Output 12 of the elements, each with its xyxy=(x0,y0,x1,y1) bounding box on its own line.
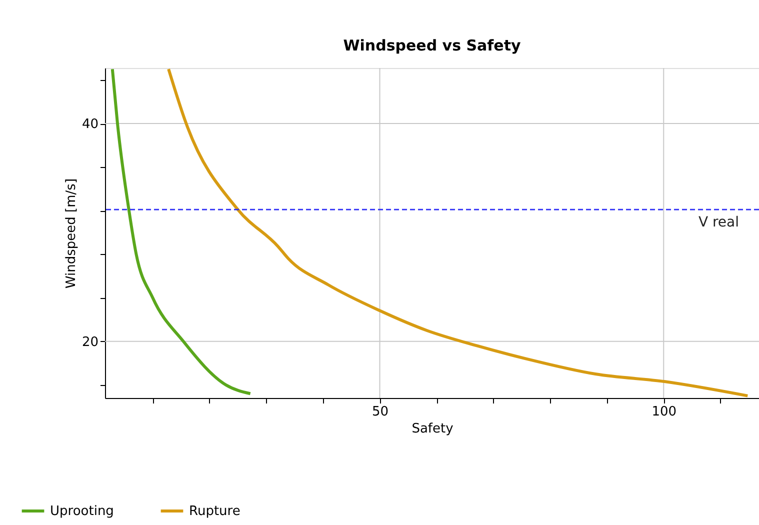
chart-title: Windspeed vs Safety xyxy=(343,36,522,54)
y-tick-label: 20 xyxy=(82,334,98,350)
y-axis-title: Windspeed [m/s] xyxy=(64,178,79,289)
ref-line-label: V real xyxy=(698,214,739,231)
legend-label: Rupture xyxy=(189,504,240,519)
x-tick-label: 50 xyxy=(372,404,389,420)
line-series xyxy=(167,68,750,398)
x-tick-label: 100 xyxy=(652,404,677,420)
legend-label: Uprooting xyxy=(50,504,114,519)
y-tick-label: 40 xyxy=(82,117,98,132)
line-series xyxy=(110,68,252,396)
x-axis-title: Safety xyxy=(412,422,454,436)
